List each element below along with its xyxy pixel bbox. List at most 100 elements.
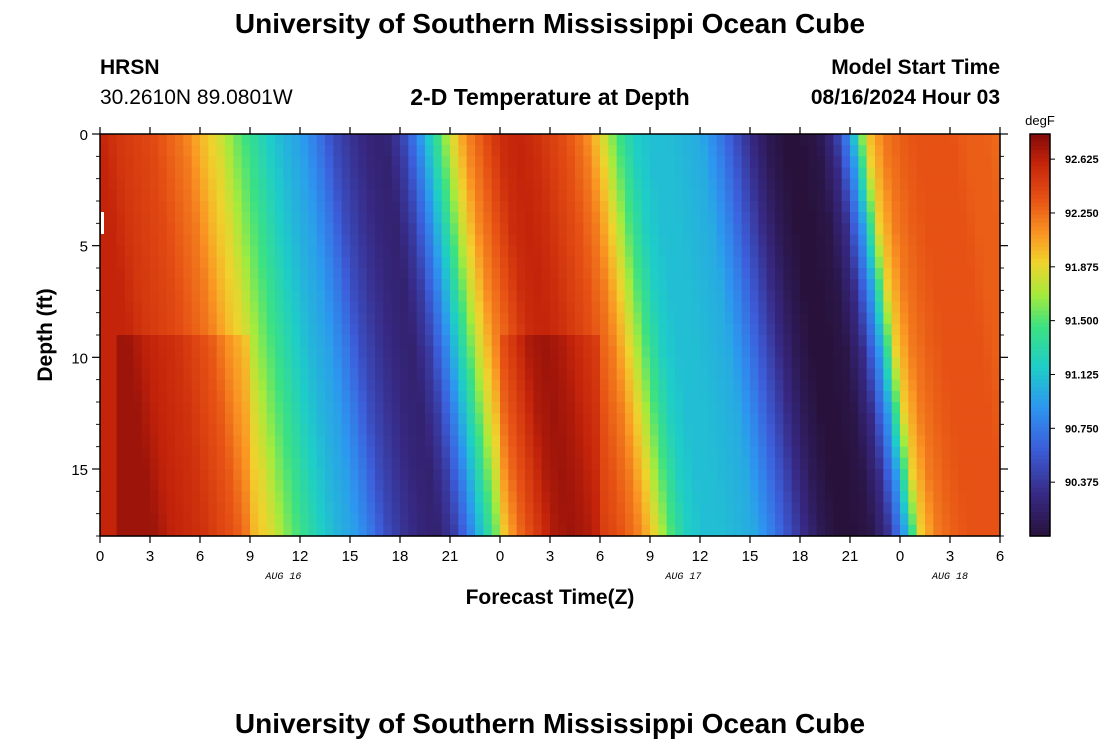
heatmap-cell [916, 290, 926, 303]
heatmap-cell [175, 435, 184, 448]
heatmap-cell [575, 223, 584, 236]
heatmap-cell [725, 368, 734, 381]
heatmap-cell [241, 189, 251, 202]
heatmap-cell [400, 245, 409, 258]
heatmap-cell [141, 368, 151, 381]
heatmap-cell [858, 413, 868, 425]
heatmap-cell [575, 402, 584, 414]
heatmap-cell [116, 178, 126, 191]
heatmap-cell [250, 245, 259, 258]
heatmap-cell [333, 212, 343, 224]
heatmap-cell [583, 201, 593, 213]
heatmap-cell [900, 469, 909, 481]
heatmap-cell [216, 279, 226, 291]
heatmap-cell [950, 268, 959, 280]
heatmap-cell [325, 323, 334, 336]
heatmap-cell [766, 323, 776, 336]
heatmap-cell [175, 156, 184, 169]
heatmap-cell [841, 491, 851, 504]
heatmap-cell [225, 335, 234, 347]
heatmap-cell [675, 178, 684, 191]
heatmap-cell [700, 312, 709, 325]
heatmap-cell [783, 279, 793, 291]
heatmap-cell [841, 513, 851, 526]
heatmap-cell [125, 156, 134, 169]
heatmap-cell [133, 167, 143, 180]
heatmap-cell [866, 435, 876, 448]
heatmap-cell [941, 223, 951, 236]
heatmap-cell [783, 424, 793, 437]
heatmap-cell [758, 457, 768, 470]
heatmap-cell [925, 301, 934, 314]
heatmap-cell [666, 223, 676, 236]
heatmap-cell [875, 323, 884, 336]
heatmap-cell [258, 402, 268, 414]
heatmap-cell [791, 390, 801, 403]
heatmap-cell [750, 256, 759, 269]
heatmap-cell [683, 469, 693, 481]
heatmap-cell [750, 156, 759, 169]
heatmap-cell [308, 279, 318, 291]
heatmap-cell [508, 189, 518, 202]
station-coordinates: 30.2610N 89.0801W [100, 86, 293, 109]
heatmap-cell [158, 245, 168, 258]
heatmap-cell [983, 312, 993, 325]
colorbar-segment [1030, 138, 1050, 143]
heatmap-cell [566, 223, 576, 236]
heatmap-cell [966, 524, 976, 537]
heatmap-cell [833, 491, 843, 504]
heatmap-cell [250, 323, 259, 336]
heatmap-cell [766, 379, 776, 392]
heatmap-cell [691, 189, 701, 202]
heatmap-cell [108, 223, 118, 236]
heatmap-cell [875, 268, 884, 280]
heatmap-cell [525, 279, 534, 291]
heatmap-cell [983, 167, 993, 180]
heatmap-cell [733, 178, 743, 191]
heatmap-cell [233, 379, 243, 392]
heatmap-cell [800, 502, 809, 515]
heatmap-cell [233, 178, 243, 191]
heatmap-cell [733, 189, 743, 202]
heatmap-cell [916, 167, 926, 180]
heatmap-cell [491, 357, 501, 370]
heatmap-cell [616, 435, 626, 448]
heatmap-cell [716, 245, 726, 258]
heatmap-cell [141, 301, 151, 314]
heatmap-cell [191, 480, 201, 492]
heatmap-cell [983, 134, 993, 146]
heatmap-cell [741, 368, 751, 381]
heatmap-cell [725, 457, 734, 470]
heatmap-cell [391, 413, 401, 425]
heatmap-cell [816, 368, 826, 381]
heatmap-cell [900, 480, 909, 492]
heatmap-cell [233, 413, 243, 425]
heatmap-cell [200, 178, 209, 191]
heatmap-cell [491, 134, 501, 146]
heatmap-cell [383, 435, 393, 448]
heatmap-cell [725, 256, 734, 269]
heatmap-cell [400, 223, 409, 236]
heatmap-cell [983, 156, 993, 169]
heatmap-cell [900, 390, 909, 403]
heatmap-cell [108, 145, 118, 157]
heatmap-cell [883, 480, 893, 492]
heatmap-cell [566, 446, 576, 459]
heatmap-cell [375, 290, 384, 303]
heatmap-cell [208, 379, 218, 392]
heatmap-cell [600, 156, 609, 169]
heatmap-cell [958, 379, 968, 392]
heatmap-cell [316, 379, 326, 392]
heatmap-cell [291, 223, 301, 236]
heatmap-cell [166, 480, 176, 492]
heatmap-cell [758, 480, 768, 492]
heatmap-cell [208, 256, 218, 269]
heatmap-cell [533, 156, 543, 169]
heatmap-cell [116, 402, 126, 414]
heatmap-cell [383, 212, 393, 224]
heatmap-cell [508, 469, 518, 481]
heatmap-cell [283, 390, 293, 403]
heatmap-cell [316, 480, 326, 492]
heatmap-cell [391, 402, 401, 414]
heatmap-cell [225, 424, 234, 437]
